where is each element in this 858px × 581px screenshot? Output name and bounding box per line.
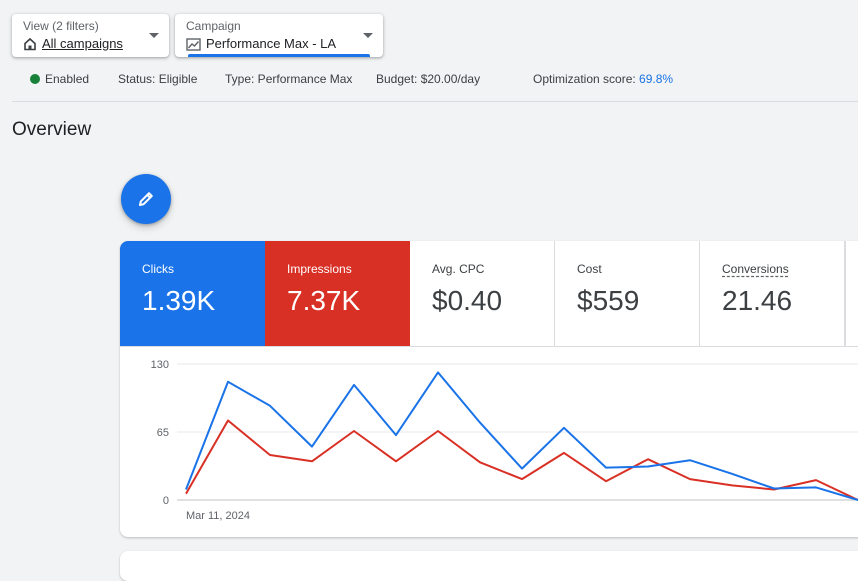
metric-value: 21.46 xyxy=(722,285,793,316)
optimization-score[interactable]: Optimization score: 69.8% xyxy=(533,72,673,86)
enabled-dot-icon xyxy=(30,74,40,84)
trend-icon xyxy=(186,37,201,51)
campaign-selector[interactable]: Campaign Performance Max - LA xyxy=(175,14,383,57)
optimization-score-value[interactable]: 69.8% xyxy=(639,72,674,86)
metric-tile-impressions[interactable]: Impressions 7.37K xyxy=(265,241,410,346)
metric-tile-more[interactable] xyxy=(845,241,858,346)
optimization-score-label: Optimization score: xyxy=(533,72,636,86)
metric-label: Cost xyxy=(577,262,602,276)
campaign-budget[interactable]: Budget: $20.00/day xyxy=(376,72,481,86)
metric-label: Clicks xyxy=(142,262,174,276)
metric-value: 7.37K xyxy=(287,285,361,316)
pencil-icon xyxy=(139,192,153,206)
next-card xyxy=(120,551,858,581)
y-tick-label: 0 xyxy=(163,495,169,507)
enabled-status[interactable]: Enabled xyxy=(30,72,89,86)
metric-label: Conversions xyxy=(722,262,789,276)
performance-line-chart: 130 65 0 Mar 11, 2024 xyxy=(151,359,858,522)
metric-label: Avg. CPC xyxy=(432,262,485,276)
page-title: Overview xyxy=(12,119,92,140)
series-line-impressions xyxy=(185,419,858,501)
metric-tile-avg-cpc[interactable]: Avg. CPC $0.40 xyxy=(410,241,555,346)
metric-tiles: Clicks 1.39K Impressions 7.37K Avg. CPC … xyxy=(120,241,858,347)
metric-value: $559 xyxy=(577,285,640,316)
campaign-selector-label: Campaign xyxy=(186,19,241,33)
edit-button[interactable] xyxy=(121,174,171,224)
metric-value: $0.40 xyxy=(432,285,503,316)
header-divider xyxy=(12,101,858,102)
eligibility-status: Status: Eligible xyxy=(118,72,198,86)
view-filter-value[interactable]: All campaigns xyxy=(42,36,123,51)
home-icon xyxy=(24,37,36,51)
enabled-label: Enabled xyxy=(45,72,90,86)
performance-card: Clicks 1.39K Impressions 7.37K Avg. CPC … xyxy=(120,241,858,537)
view-filter-label: View (2 filters) xyxy=(23,19,99,33)
campaign-selector-value: Performance Max - LA xyxy=(206,36,337,51)
view-filter-selector[interactable]: View (2 filters) All campaigns xyxy=(12,14,169,57)
x-tick-label: Mar 11, 2024 xyxy=(186,510,250,522)
y-tick-label: 65 xyxy=(157,427,169,439)
y-tick-label: 130 xyxy=(151,359,169,371)
campaign-type: Type: Performance Max xyxy=(225,72,353,86)
metric-label: Impressions xyxy=(287,262,352,276)
metric-tile-conversions[interactable]: Conversions 21.46 xyxy=(700,241,845,346)
chevron-down-icon[interactable] xyxy=(149,33,159,38)
metric-value: 1.39K xyxy=(142,285,216,316)
chevron-down-icon[interactable] xyxy=(363,33,373,38)
metric-tile-clicks[interactable]: Clicks 1.39K xyxy=(120,241,265,346)
active-selector-indicator xyxy=(188,54,370,57)
series-line-clicks xyxy=(185,371,858,501)
metric-tile-cost[interactable]: Cost $559 xyxy=(555,241,700,346)
